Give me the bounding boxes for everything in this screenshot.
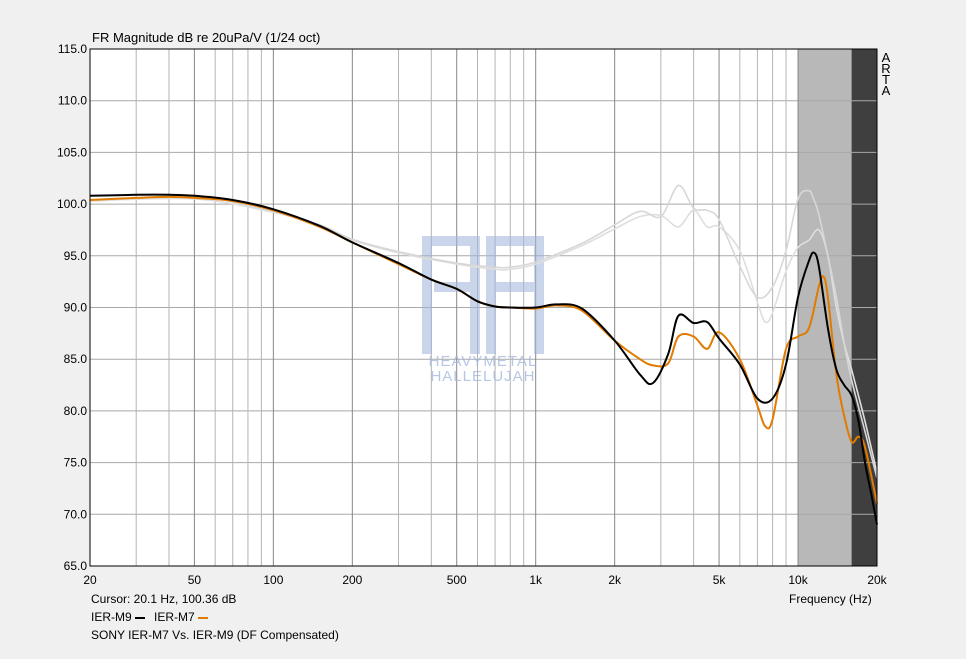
x-tick-label: 500: [447, 573, 467, 587]
cursor-readout: Cursor: 20.1 Hz, 100.36 dB: [91, 592, 237, 606]
arta-letter: T: [882, 72, 890, 87]
chart-subtitle: SONY IER-M7 Vs. IER-M9 (DF Compensated): [91, 628, 339, 642]
x-axis-label: Frequency (Hz): [789, 592, 872, 606]
legend-swatch: [197, 616, 208, 619]
watermark-bar: [486, 236, 544, 246]
x-tick-label: 20: [83, 573, 97, 587]
y-tick-label: 100.0: [57, 197, 87, 211]
y-tick-label: 70.0: [64, 507, 88, 521]
x-tick-label: 100: [263, 573, 283, 587]
series-lines: [89, 184, 878, 525]
watermark-bar: [422, 236, 480, 246]
watermark-text: HALLELUJAH: [430, 368, 535, 385]
plot-border: [89, 48, 878, 567]
x-tick-label: 50: [188, 573, 202, 587]
x-tick-label: 1k: [529, 573, 543, 587]
x-tick-label: 5k: [713, 573, 727, 587]
watermark-bar: [434, 282, 478, 292]
arta-letter: A: [881, 83, 891, 98]
y-tick-label: 85.0: [64, 352, 88, 366]
arta-letter: A: [881, 50, 891, 65]
x-tick-label: 20k: [867, 573, 887, 587]
watermark-text: HEAVYMETAL: [429, 353, 538, 370]
watermark-mark: [422, 236, 544, 354]
legend: IER-M9 IER-M7: [91, 610, 214, 624]
x-axis-ticks: 20 50 100 200 500 1k 2k 5k 10k 20k: [83, 573, 887, 587]
x-tick-label: 10k: [788, 573, 808, 587]
y-tick-label: 110.0: [58, 94, 87, 108]
series-line-grey-reference: [89, 184, 878, 479]
y-tick-label: 115.0: [58, 42, 87, 56]
legend-item-ier-m7: IER-M7: [154, 610, 208, 624]
x-tick-label: 2k: [608, 573, 622, 587]
y-tick-label: 65.0: [64, 559, 88, 573]
watermark-bar: [486, 236, 496, 354]
y-tick-label: 90.0: [64, 301, 88, 315]
y-tick-label: 105.0: [57, 145, 87, 159]
series-line-ier-m9: [89, 193, 878, 525]
watermark-bar: [422, 236, 432, 354]
arta-label: A R T A: [880, 50, 892, 98]
arta-letter: R: [881, 61, 891, 76]
legend-label: IER-M7: [154, 610, 195, 624]
legend-label: IER-M9: [91, 610, 132, 624]
y-axis-ticks: 65.0 70.0 75.0 80.0 85.0 90.0 95.0 100.0 105.0 11…: [57, 42, 87, 573]
watermark-bar: [490, 282, 542, 292]
legend-swatch: [134, 616, 145, 619]
watermark-bar: [470, 236, 480, 354]
watermark-bar: [534, 236, 544, 354]
y-tick-label: 75.0: [64, 456, 88, 470]
y-tick-label: 95.0: [64, 249, 88, 263]
y-tick-label: 80.0: [64, 404, 88, 418]
grid: [90, 49, 877, 566]
x-tick-label: 200: [342, 573, 362, 587]
chart-title: FR Magnitude dB re 20uPa/V (1/24 oct): [92, 30, 321, 45]
legend-item-ier-m9: IER-M9: [91, 610, 145, 624]
